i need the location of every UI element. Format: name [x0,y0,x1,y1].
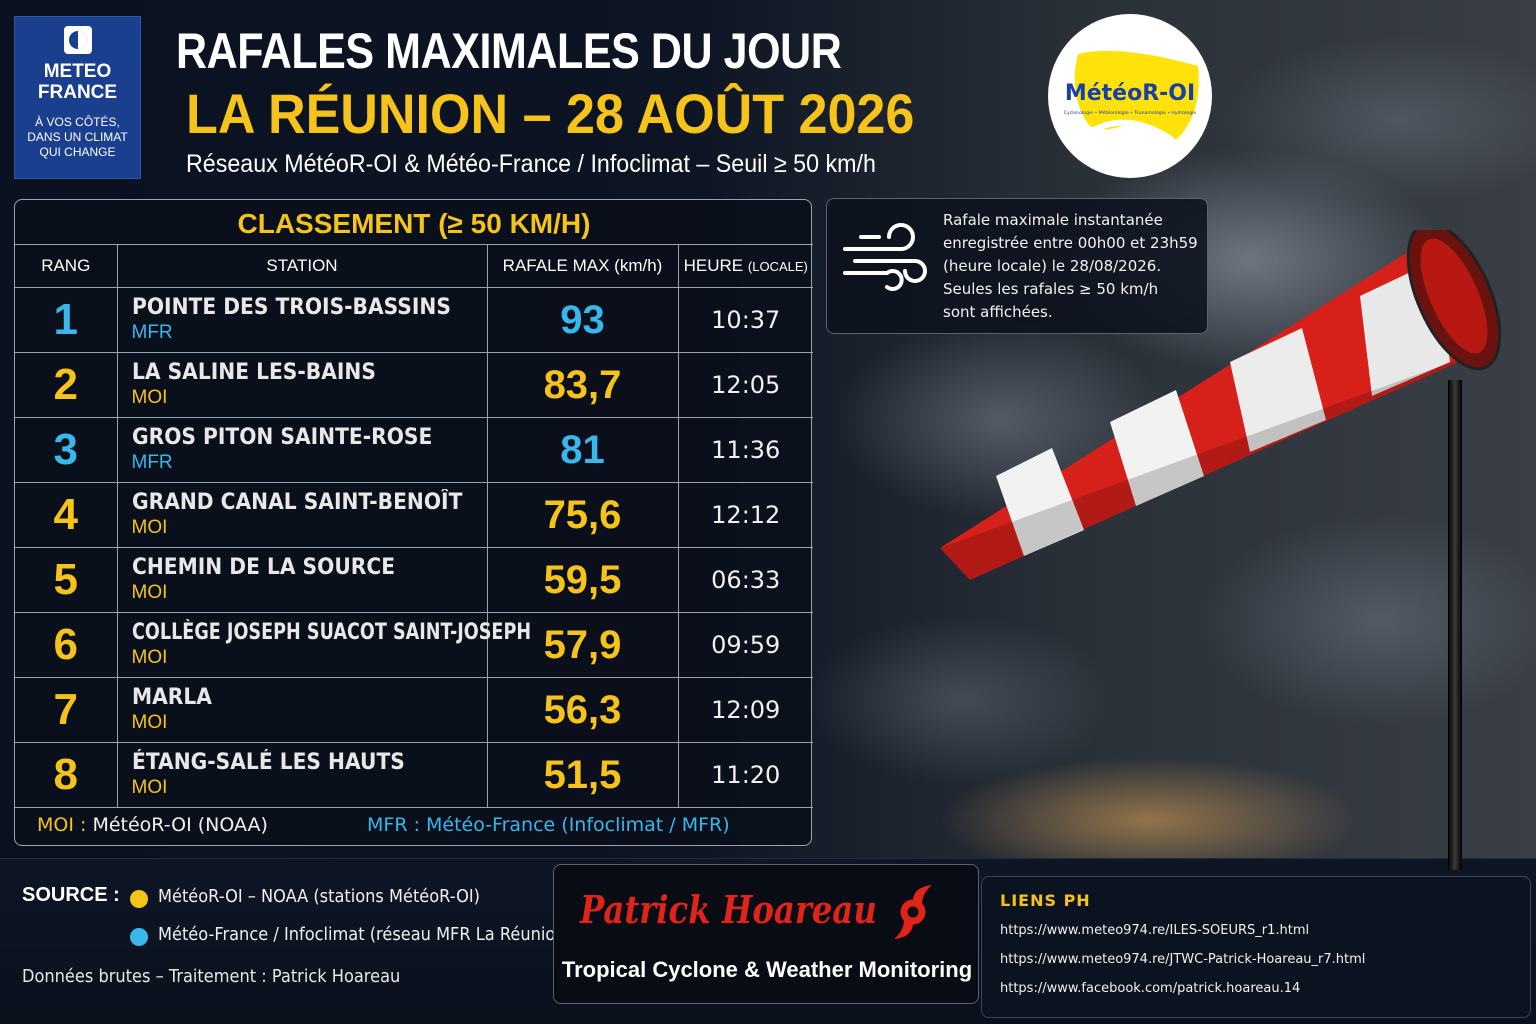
brand-name: Patrick Hoareau [580,887,877,932]
table-row: 7 MARLA MOI 56,3 12:09 [15,677,813,743]
station-network: MFR [131,452,173,473]
time-value: 11:20 [677,742,813,808]
rank-value: 3 [15,417,118,483]
gust-value: 75,6 [486,482,679,548]
station-name: CHEMIN DE LA SOURCE [131,555,395,580]
ranking-title: CLASSEMENT (≥ 50 KM/H) [237,208,591,239]
rank-value: 4 [15,482,118,548]
page-subtitle: Réseaux MétéoR-OI & Météo-France / Infoc… [186,150,876,178]
windsock-illustration [940,230,1502,870]
header-time: HEURE (LOCALE) [677,244,813,288]
gust-value: 59,5 [486,547,679,613]
table-row: 6 COLLÈGE JOSEPH SUACOT SAINT-JOSEPH MOI… [15,612,813,678]
ranking-table: RANG STATION RAFALE MAX (km/h) HEURE (LO… [15,244,813,808]
station-network: MOI [131,387,168,408]
table-row: 5 CHEMIN DE LA SOURCE MOI 59,5 06:33 [15,547,813,613]
source-dot-mfr [130,928,148,946]
station-network: MOI [131,777,168,798]
source-moi: MétéoR-OI – NOAA (stations MétéoR-OI) [158,886,480,907]
station-name: COLLÈGE JOSEPH SUACOT SAINT-JOSEPH [131,620,531,645]
time-value: 06:33 [677,547,813,613]
station-name: ÉTANG-SALÉ LES HAUTS [131,750,405,775]
station-network: MOI [131,582,168,603]
cyclone-icon [894,885,932,939]
location-date-title: LA RÉUNION – 28 AOÛT 2026 [186,82,915,145]
time-value: 10:37 [677,287,813,353]
ranking-table-panel: CLASSEMENT (≥ 50 KM/H) RANG STATION RAFA… [14,199,813,846]
station-cell: ÉTANG-SALÉ LES HAUTS MOI [116,742,488,808]
time-value: 11:36 [677,417,813,483]
legend-mfr: MFR : Météo-France (Infoclimat / MFR) [367,814,730,836]
gust-value: 57,9 [486,612,679,678]
station-name: GRAND CANAL SAINT-BENOÎT [131,490,462,515]
meteor-oi-logo-graphic: MétéoR-OI Cyclonologie • Météorologie • … [1064,50,1199,143]
meteo-france-emblem-icon [63,26,92,54]
rank-value: 8 [15,742,118,808]
station-network: MOI [131,647,168,668]
rank-value: 5 [15,547,118,613]
gust-value: 51,5 [486,742,679,808]
page-title: RAFALES MAXIMALES DU JOUR [176,23,842,79]
wind-icon [843,223,927,291]
station-name: MARLA [131,685,212,710]
station-cell: GROS PITON SAINTE-ROSE MFR [116,417,488,483]
source-mfr: Météo-France / Infoclimat (réseau MFR La… [158,924,572,945]
header-rank: RANG [15,244,118,288]
meteo-france-tagline: À VOS CÔTÉS, DANS UN CLIMAT QUI CHANGE [27,115,128,159]
station-cell: CHEMIN DE LA SOURCE MOI [116,547,488,613]
station-cell: COLLÈGE JOSEPH SUACOT SAINT-JOSEPH MOI [116,612,531,678]
header-station: STATION [116,244,488,288]
gust-value: 93 [486,287,679,353]
station-cell: POINTE DES TROIS-BASSINS MFR [116,287,488,353]
table-row: 1 POINTE DES TROIS-BASSINS MFR 93 10:37 [15,287,813,353]
station-network: MOI [131,517,168,538]
table-row: 2 LA SALINE LES-BAINS MOI 83,7 12:05 [15,352,813,418]
brand-panel: Patrick Hoareau Tropical Cyclone & Weath… [553,864,979,1004]
gust-value: 56,3 [486,677,679,743]
station-cell: LA SALINE LES-BAINS MOI [116,352,488,418]
link-facebook[interactable]: https://www.facebook.com/patrick.hoareau… [1000,981,1301,996]
station-network: MFR [131,322,173,343]
gust-value: 83,7 [486,352,679,418]
meteo-france-logo: METEO FRANCE À VOS CÔTÉS, DANS UN CLIMAT… [14,16,141,179]
source-label: SOURCE : [22,884,120,906]
rank-value: 1 [15,287,118,353]
legend-moi: MOI : MétéoR-OI (NOAA) [37,814,268,836]
time-value: 12:05 [677,352,813,418]
info-box: Rafale maximale instantanée enregistrée … [826,198,1208,334]
ranking-header-row: RANG STATION RAFALE MAX (km/h) HEURE (LO… [15,244,813,288]
table-row: 3 GROS PITON SAINTE-ROSE MFR 81 11:36 [15,417,813,483]
station-network: MOI [131,712,168,733]
header-gust: RAFALE MAX (km/h) [486,244,679,288]
meteor-oi-logo: MétéoR-OI Cyclonologie • Météorologie • … [1048,14,1212,178]
links-panel: LIENS PH https://www.meteo974.re/ILES-SO… [981,876,1531,1018]
credits: Données brutes – Traitement : Patrick Ho… [22,966,401,987]
time-value: 12:09 [677,677,813,743]
table-row: 4 GRAND CANAL SAINT-BENOÎT MOI 75,6 12:1… [15,482,813,548]
link-iles-soeurs[interactable]: https://www.meteo974.re/ILES-SOEURS_r1.h… [1000,923,1310,938]
table-row: 8 ÉTANG-SALÉ LES HAUTS MOI 51,5 11:20 [15,742,813,808]
meteor-oi-logo-name: MétéoR-OI [1065,81,1195,106]
source-dot-moi [130,890,148,908]
station-cell: MARLA MOI [116,677,488,743]
time-value: 12:12 [677,482,813,548]
time-value: 09:59 [677,612,813,678]
gust-value: 81 [486,417,679,483]
link-jtwc[interactable]: https://www.meteo974.re/JTWC-Patrick-Hoa… [1000,952,1366,967]
network-legend: MOI : MétéoR-OI (NOAA) MFR : Météo-Franc… [15,804,813,846]
rank-value: 6 [15,612,118,678]
meteor-oi-logo-tagline: Cyclonologie • Météorologie • Tsunamolog… [1064,109,1197,116]
links-title: LIENS PH [1000,891,1091,910]
meteo-france-name: METEO FRANCE [37,61,118,103]
brand-tagline: Tropical Cyclone & Weather Monitoring [561,957,973,982]
info-text: Rafale maximale instantanée enregistrée … [943,211,1198,321]
rank-value: 2 [15,352,118,418]
rank-value: 7 [15,677,118,743]
station-name: GROS PITON SAINTE-ROSE [131,425,432,450]
station-name: POINTE DES TROIS-BASSINS [131,295,451,320]
station-name: LA SALINE LES-BAINS [131,360,376,385]
station-cell: GRAND CANAL SAINT-BENOÎT MOI [116,482,488,548]
